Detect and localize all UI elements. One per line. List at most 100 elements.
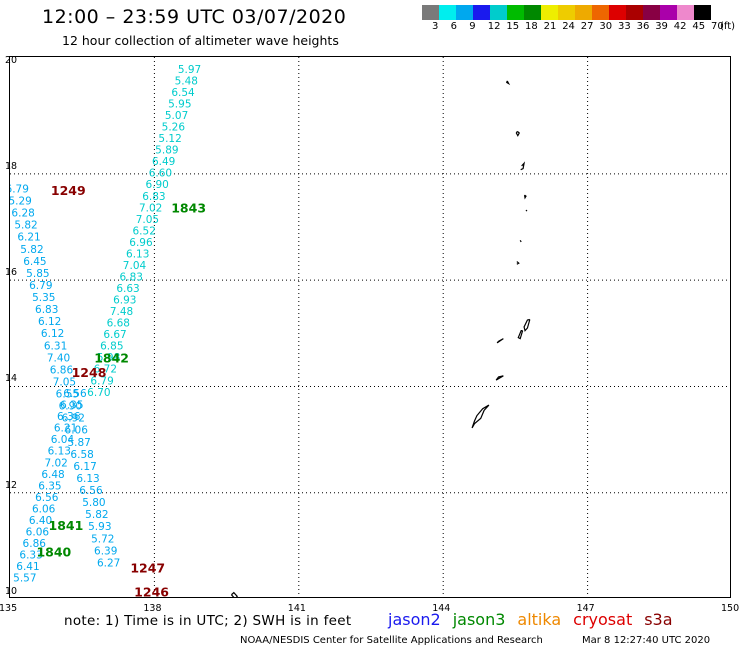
pass-time-label: 1247: [130, 560, 165, 575]
colorbar-swatch: [490, 5, 507, 20]
wave-height-value: 6.83: [142, 191, 165, 203]
wave-height-value: 6.56: [35, 492, 59, 504]
wave-height-value: 6.17: [73, 461, 96, 473]
lat-tick-label: 14: [5, 373, 18, 385]
colorbar-label: 3: [432, 21, 439, 32]
wave-height-value: 6.56: [63, 388, 87, 400]
wave-height-value: 6.56: [79, 485, 103, 497]
lon-tick-label: 141: [287, 603, 306, 614]
colorbar-swatch: [609, 5, 626, 20]
wave-height-value: 5.82: [14, 220, 37, 232]
wave-height-value: 6.12: [38, 316, 61, 328]
wave-height-value: 7.05: [136, 214, 159, 226]
wave-height-value: 6.04: [51, 434, 75, 446]
wave-height-value: 5.29: [10, 196, 32, 208]
pass-time-label: 1842: [94, 351, 129, 366]
wave-height-value: 6.55: [56, 389, 79, 401]
colorbar-swatch: [507, 5, 524, 20]
wave-height-value: 6.06: [26, 526, 50, 538]
wave-height-value: 5.26: [162, 122, 186, 134]
wave-height-value: 5.89: [155, 145, 178, 157]
wave-height-value: 6.40: [29, 515, 52, 527]
colorbar-label: 18: [525, 21, 538, 32]
lon-tick-label: 147: [576, 603, 595, 614]
colorbar-swatch: [439, 5, 456, 20]
island-outline: [496, 338, 504, 344]
wave-height-value: 6.72: [94, 364, 117, 376]
colorbar-swatch: [694, 5, 711, 20]
wave-height-value: 5.87: [67, 437, 90, 449]
wave-height-value: 6.35: [60, 400, 83, 412]
island-outline: [517, 330, 524, 340]
colorbar-swatch: [473, 5, 490, 20]
wave-height-value: 6.36: [57, 411, 81, 423]
satellite-legend: jason2 jason3 altika cryosat s3a: [388, 610, 685, 629]
wave-height-value: 5.97: [178, 64, 201, 76]
wave-height-value: 6.85: [100, 341, 123, 353]
colorbar-swatch: [558, 5, 575, 20]
wave-height-value: 6.21: [17, 232, 40, 244]
colorbar-label: 24: [562, 21, 575, 32]
wave-height-value: 5.93: [88, 521, 111, 533]
satellite-name: jason2: [388, 610, 441, 629]
wave-height-value: 6.12: [41, 328, 64, 340]
footer-note: note: 1) Time is in UTC; 2) SWH is in fe…: [64, 613, 352, 629]
wave-height-value: 6.48: [41, 469, 64, 481]
colorbar-labels: 3 6 9 12 15 18 21 24 27 30 33 36 39 42 45 70 (ft): [422, 21, 740, 35]
wave-height-value: 6.86: [50, 364, 74, 376]
wave-height-value: 6.63: [116, 283, 139, 295]
island-outline: [523, 194, 527, 200]
colorbar-label: 15: [506, 21, 520, 32]
colorbar-label: 27: [580, 21, 594, 32]
wave-height-value: 6.21: [54, 423, 77, 435]
colorbar-label: 42: [673, 21, 687, 32]
colorbar-swatch: [456, 5, 473, 20]
wave-height-value: 6.13: [76, 473, 99, 485]
wave-height-value: 5.85: [26, 268, 49, 280]
island-outline: [520, 161, 526, 171]
wave-height-value: 6.96: [129, 237, 153, 249]
wave-height-value: 6.93: [113, 295, 136, 307]
wave-height-value: 5.35: [32, 292, 55, 304]
wave-height-colorbar: [422, 5, 711, 20]
pass-time-label: 1841: [49, 518, 84, 533]
wave-height-value: 6.39: [94, 545, 117, 557]
wave-height-value: 7.02: [44, 457, 67, 469]
island-outline: [516, 261, 520, 265]
pass-time-label: 1246: [134, 584, 169, 598]
colorbar-swatch: [575, 5, 592, 20]
colorbar-label: 6: [450, 21, 457, 32]
wave-height-value: 6.67: [103, 329, 126, 341]
lon-tick-label: 144: [432, 603, 451, 614]
lon-tick-label: 135: [0, 603, 18, 614]
wave-height-value: 5.82: [85, 509, 108, 521]
colorbar-label: 9: [469, 21, 476, 32]
wave-height-value: 6.70: [87, 387, 110, 399]
colorbar-unit: (ft): [720, 21, 736, 32]
wave-height-value: 5.98: [97, 352, 120, 364]
wave-height-value: 6.31: [44, 340, 67, 352]
wave-height-value: 6.79: [10, 184, 29, 196]
island-outline: [525, 209, 528, 212]
wave-height-value: 6.92: [62, 413, 85, 425]
island-outline: [523, 318, 531, 332]
wave-height-value: 6.27: [97, 557, 120, 569]
colorbar-label: 12: [487, 21, 501, 32]
colorbar-label: 21: [543, 21, 557, 32]
lon-tick-label: 138: [143, 603, 162, 614]
satellite-name: cryosat: [573, 610, 633, 629]
wave-height-value: 6.68: [107, 318, 130, 330]
wave-height-value: 6.83: [120, 271, 143, 283]
island-outline: [515, 130, 521, 137]
colorbar-label: 70: [711, 21, 724, 32]
wave-height-value: 7.40: [47, 352, 70, 364]
wave-height-value: 7.48: [110, 306, 133, 318]
wave-height-value: 7.02: [139, 202, 162, 214]
wave-height-value: 6.13: [126, 248, 149, 260]
lat-tick-label: 10: [5, 586, 18, 597]
colorbar-swatch: [677, 5, 694, 20]
map-subtitle: 12 hour collection of altimeter wave hei…: [62, 33, 339, 48]
wave-height-value: 6.79: [29, 280, 52, 292]
wave-height-value: 6.54: [171, 87, 195, 99]
